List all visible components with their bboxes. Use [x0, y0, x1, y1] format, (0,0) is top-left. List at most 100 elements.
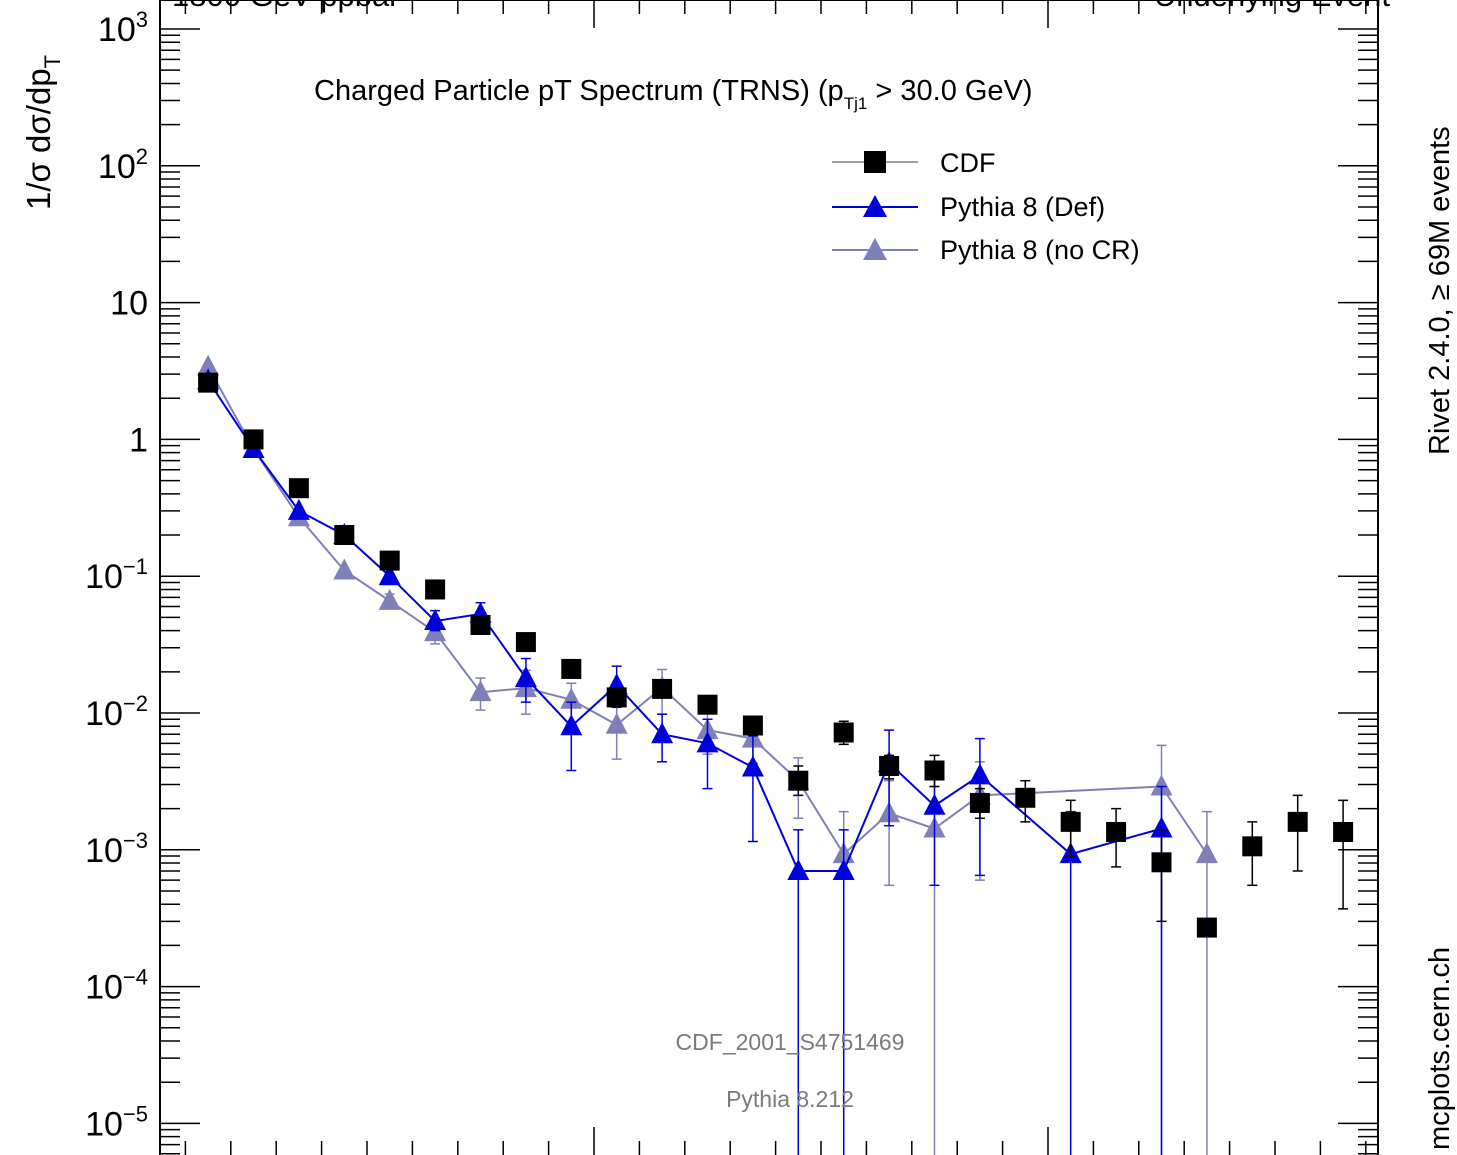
- y-tick-label: 103: [98, 7, 148, 49]
- y-tick-label-base: 10: [85, 558, 123, 596]
- data-point: [968, 763, 991, 785]
- watermark-analysis: CDF_2001_S4751469: [676, 1029, 905, 1055]
- legend-marker-triangle: [863, 195, 887, 217]
- data-point: [969, 792, 990, 813]
- y-tick-label: 102: [98, 144, 148, 186]
- data-point: [287, 498, 310, 520]
- data-point: [1060, 811, 1081, 832]
- header-top-left: 1800 GeV ppbar: [172, 0, 400, 13]
- data-point: [1151, 852, 1172, 873]
- data-point: [1242, 836, 1263, 857]
- data-point: [514, 666, 537, 688]
- legend-label-cdf: CDF: [940, 148, 996, 178]
- plot-title-sub: Tj1: [844, 94, 868, 113]
- y-axis-title-main: 1/σ dσ/dp: [20, 68, 57, 210]
- data-point: [697, 694, 718, 715]
- series-cdf: [198, 372, 1354, 938]
- legend: CDF Pythia 8 (Def) Pythia 8 (no CR): [832, 148, 1140, 265]
- y-tick-label: 1: [129, 421, 148, 459]
- data-point: [742, 715, 763, 736]
- y-tick-label-exponent: −2: [123, 691, 148, 716]
- data-point: [1196, 917, 1217, 938]
- data-point: [197, 354, 220, 376]
- y-tick-label-base: 10: [85, 1105, 123, 1143]
- plot-title: Charged Particle pT Spectrum (TRNS) (pTj…: [314, 75, 1033, 113]
- plot-title-main: Charged Particle pT Spectrum (TRNS) (p: [314, 75, 844, 107]
- data-point: [560, 687, 583, 709]
- legend-label-pythia-nocr: Pythia 8 (no CR): [940, 235, 1140, 265]
- header-top-right: Underlying Event: [1154, 0, 1390, 13]
- legend-item-pythia-nocr: Pythia 8 (no CR): [832, 235, 1140, 265]
- y-tick-label-base: 10: [98, 11, 136, 49]
- data-point: [832, 858, 855, 880]
- y-tick-label-exponent: 2: [136, 144, 148, 169]
- data-point: [1015, 787, 1036, 808]
- data-point: [741, 755, 764, 777]
- data-point: [605, 712, 628, 734]
- legend-item-cdf: CDF: [832, 148, 996, 178]
- legend-item-pythia-def: Pythia 8 (Def): [832, 192, 1105, 222]
- data-point: [470, 614, 491, 635]
- y-tick-label: 10−4: [85, 965, 148, 1007]
- data-layer: [197, 354, 1354, 1155]
- data-point: [788, 770, 809, 791]
- plot-frame: [159, 0, 1379, 1155]
- data-point: [1150, 816, 1173, 838]
- data-point: [561, 658, 582, 679]
- data-point: [787, 858, 810, 880]
- y-tick-label: 10−1: [85, 554, 148, 596]
- y-axis-ticks: [160, 28, 1378, 1155]
- data-point: [379, 550, 400, 571]
- data-point: [560, 714, 583, 736]
- data-point: [333, 558, 356, 580]
- data-point: [198, 372, 219, 393]
- data-point: [243, 429, 264, 450]
- svg-text:1/σ dσ/dpT: 1/σ dσ/dpT: [20, 55, 65, 210]
- y-tick-label-base: 10: [98, 148, 136, 186]
- x-axis-ticks: [184, 0, 1367, 1155]
- data-point: [425, 579, 446, 600]
- y-tick-label-exponent: −1: [123, 554, 148, 579]
- y-tick-label-base: 10: [110, 285, 148, 323]
- data-point: [1195, 842, 1218, 864]
- y-tick-label-exponent: −5: [123, 1101, 148, 1126]
- data-point: [1333, 821, 1354, 842]
- data-point: [924, 760, 945, 781]
- y-tick-label: 10−3: [85, 828, 148, 870]
- y-axis-title-sub: T: [40, 55, 65, 68]
- data-point: [879, 755, 900, 776]
- y-tick-label-exponent: −3: [123, 828, 148, 853]
- data-point: [378, 588, 401, 610]
- data-point: [1287, 811, 1308, 832]
- data-point: [923, 793, 946, 815]
- y-tick-label: 10: [110, 285, 148, 323]
- y-tick-label-base: 10: [85, 969, 123, 1007]
- data-point: [288, 478, 309, 499]
- y-tick-label-base: 10: [85, 832, 123, 870]
- y-tick-label-base: 1: [129, 421, 148, 459]
- data-point: [652, 678, 673, 699]
- legend-marker-triangle: [863, 238, 887, 260]
- watermark-generator: Pythia 8.212: [726, 1086, 854, 1112]
- data-point: [651, 722, 674, 744]
- data-point: [696, 731, 719, 753]
- data-point: [334, 525, 355, 546]
- side-label-rivet: Rivet 2.4.0, ≥ 69M events: [1424, 126, 1456, 455]
- legend-label-pythia-def: Pythia 8 (Def): [940, 192, 1105, 222]
- y-tick-label-base: 10: [85, 695, 123, 733]
- data-point: [378, 564, 401, 586]
- data-point: [469, 680, 492, 702]
- y-tick-label-exponent: 3: [136, 7, 148, 32]
- data-point: [1106, 821, 1127, 842]
- plot-title-end: > 30.0 GeV): [867, 75, 1032, 107]
- data-point: [833, 722, 854, 743]
- legend-marker-square: [864, 151, 886, 173]
- y-axis-title: 1/σ dσ/dpT: [20, 55, 65, 210]
- y-tick-label: 10−2: [85, 691, 148, 733]
- data-point: [515, 632, 536, 653]
- data-point: [606, 687, 627, 708]
- data-point: [1150, 774, 1173, 796]
- y-tick-label: 10−5: [85, 1101, 148, 1143]
